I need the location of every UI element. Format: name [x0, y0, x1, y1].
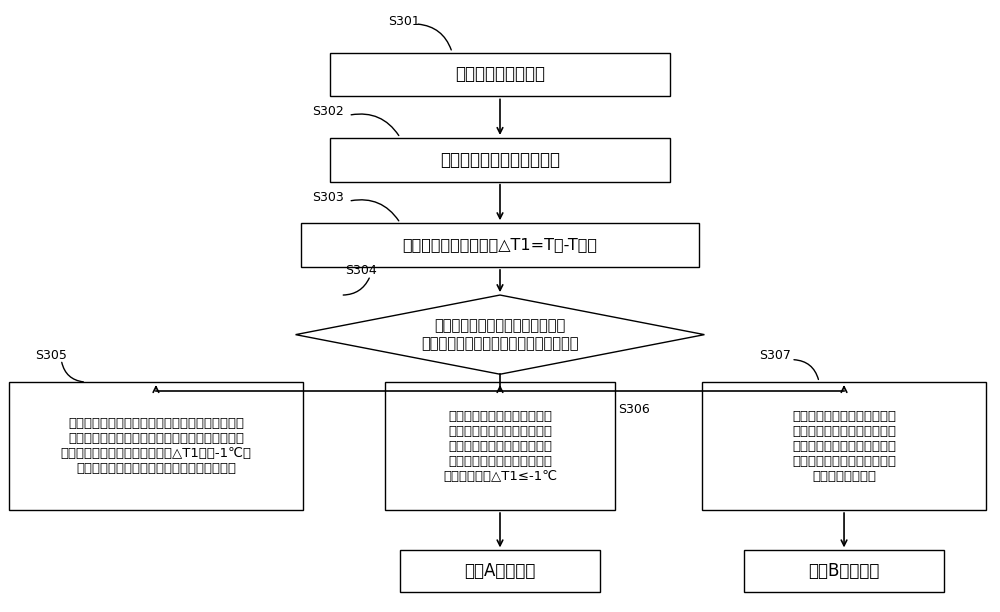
- Text: S305: S305: [35, 349, 67, 362]
- FancyBboxPatch shape: [9, 382, 303, 510]
- FancyBboxPatch shape: [385, 382, 615, 510]
- Text: S302: S302: [313, 105, 344, 118]
- Polygon shape: [296, 295, 704, 374]
- FancyBboxPatch shape: [702, 382, 986, 510]
- FancyBboxPatch shape: [400, 550, 600, 592]
- Text: 计算每个室内机对应的△T1=T回-T设定: 计算每个室内机对应的△T1=T回-T设定: [402, 237, 598, 253]
- Text: 如果判断系统的运行优先模式为制热优先模式、系
统中存在以制热模式运行的室内机、系统中存在以
温湿控制模式运行的室内机且其△T1大于-1℃，
则控制以温湿控制模式: 如果判断系统的运行优先模式为制热优先模式、系 统中存在以制热模式运行的室内机、系…: [60, 417, 251, 475]
- Text: S304: S304: [345, 264, 377, 277]
- Text: S307: S307: [759, 349, 791, 362]
- FancyBboxPatch shape: [301, 223, 699, 267]
- Text: 判断当前温湿双控型多联机系统的
运行优先模式以及每个室内机的运行状态: 判断当前温湿双控型多联机系统的 运行优先模式以及每个室内机的运行状态: [421, 318, 579, 351]
- Text: 如果判断系统的运行优先模式
为制热优先模式、系统中存在
以制热模式运行的室内机、系
统中存在以温湿控制模式运行
的室内机且其△T1≤-1℃: 如果判断系统的运行优先模式 为制热优先模式、系统中存在 以制热模式运行的室内机、…: [443, 409, 557, 483]
- Text: 进入B控制流程: 进入B控制流程: [808, 562, 880, 580]
- Text: 进入A控制流程: 进入A控制流程: [464, 562, 536, 580]
- Text: 确定设定的湿度和温度要求: 确定设定的湿度和温度要求: [440, 151, 560, 169]
- Text: S301: S301: [388, 15, 420, 28]
- Text: S306: S306: [618, 403, 649, 416]
- FancyBboxPatch shape: [330, 138, 670, 182]
- Text: 设定湿度和温度要求: 设定湿度和温度要求: [455, 65, 545, 83]
- FancyBboxPatch shape: [744, 550, 944, 592]
- Text: 如果判断系统的运行优先模式
为制热优先模式且系统中没有
以制热模式运行的室内机，或
者如果判断系统的运行优先模
式为制冷优先模式: 如果判断系统的运行优先模式 为制热优先模式且系统中没有 以制热模式运行的室内机，…: [792, 409, 896, 483]
- FancyBboxPatch shape: [330, 53, 670, 97]
- Text: S303: S303: [313, 191, 344, 204]
